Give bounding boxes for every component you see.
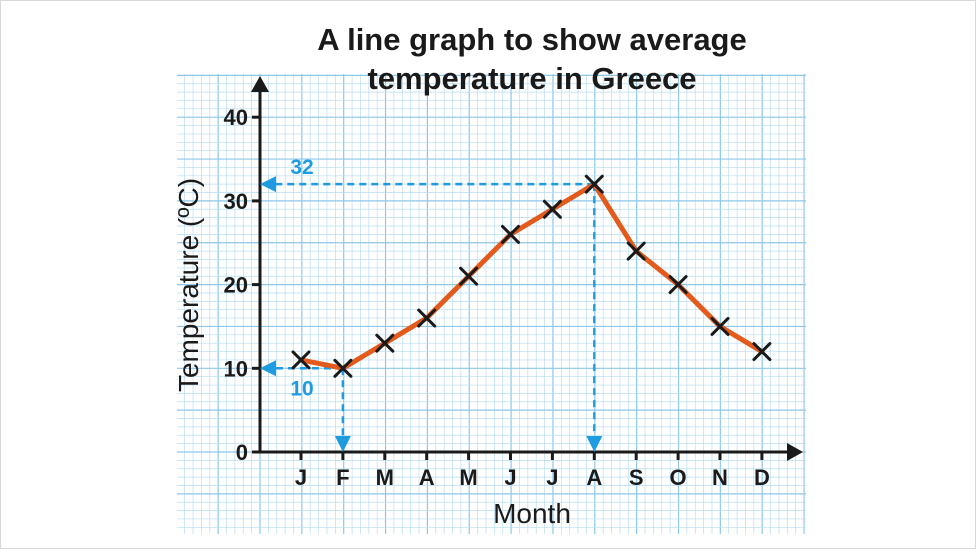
series-temperature: [291, 174, 772, 378]
data-point-j-6: [542, 199, 562, 219]
data-point-cross-stroke: [542, 199, 562, 219]
data-point-cross-stroke: [333, 358, 353, 378]
x-tick-label: F: [336, 465, 349, 490]
data-point-a-7: [584, 174, 604, 194]
x-tick-label: M: [459, 465, 477, 490]
data-point-cross-stroke: [375, 333, 395, 353]
x-tick-label: A: [586, 465, 602, 490]
data-point-m-2: [375, 333, 395, 353]
chart-title-line-1: A line graph to show average: [317, 22, 747, 57]
y-axis-label: Temperature (ºC): [173, 178, 204, 392]
data-point-cross-stroke: [668, 275, 688, 295]
y-tick-label: 10: [224, 356, 248, 381]
annotation-arrow-down: [586, 436, 603, 452]
x-tick-label: N: [712, 465, 728, 490]
data-point-cross-stroke: [710, 316, 730, 336]
data-point-j-0: [291, 350, 311, 370]
y-tick-label: 20: [224, 273, 248, 298]
data-point-m-4: [459, 266, 479, 286]
annotation-arrow-down: [334, 436, 351, 452]
y-tick-label: 30: [224, 189, 248, 214]
data-point-cross-stroke: [417, 308, 437, 328]
grid: [177, 74, 806, 534]
data-point-s-8: [626, 241, 646, 261]
data-point-a-3: [417, 308, 437, 328]
data-point-f-1: [333, 358, 353, 378]
x-axis-arrow: [787, 443, 803, 461]
data-point-cross-stroke: [752, 342, 772, 362]
data-point-n-10: [710, 316, 730, 336]
annotation-label: 10: [290, 377, 313, 400]
x-axis-label: Month: [493, 498, 571, 529]
data-point-cross-stroke: [501, 224, 520, 244]
chart-title-line-2: temperature in Greece: [367, 61, 696, 96]
data-point-o-9: [668, 275, 688, 295]
y-tick-label: 40: [224, 105, 248, 130]
y-axis-arrow: [251, 76, 269, 92]
y-tick-label: 0: [236, 440, 248, 465]
data-point-cross-stroke: [291, 350, 311, 370]
x-tick-label: A: [419, 465, 435, 490]
x-tick-label: O: [670, 465, 687, 490]
x-tick-label: J: [295, 465, 307, 490]
axes: [251, 76, 803, 461]
data-point-d-11: [752, 342, 772, 362]
data-point-cross-stroke: [626, 241, 646, 261]
data-point-j-5: [501, 224, 520, 244]
annotations: 32 10: [260, 156, 603, 452]
annotation-arrow-left: [260, 176, 276, 193]
x-tick-label: J: [546, 465, 558, 490]
x-tick-label: J: [504, 465, 516, 490]
x-tick-label: M: [376, 465, 394, 490]
annotation-label: 32: [290, 156, 313, 179]
x-tick-label: D: [754, 465, 770, 490]
x-tick-label: S: [629, 465, 644, 490]
data-point-cross-stroke: [584, 174, 604, 194]
annotation-arrow-left: [260, 360, 276, 377]
data-point-cross-stroke: [459, 266, 479, 286]
